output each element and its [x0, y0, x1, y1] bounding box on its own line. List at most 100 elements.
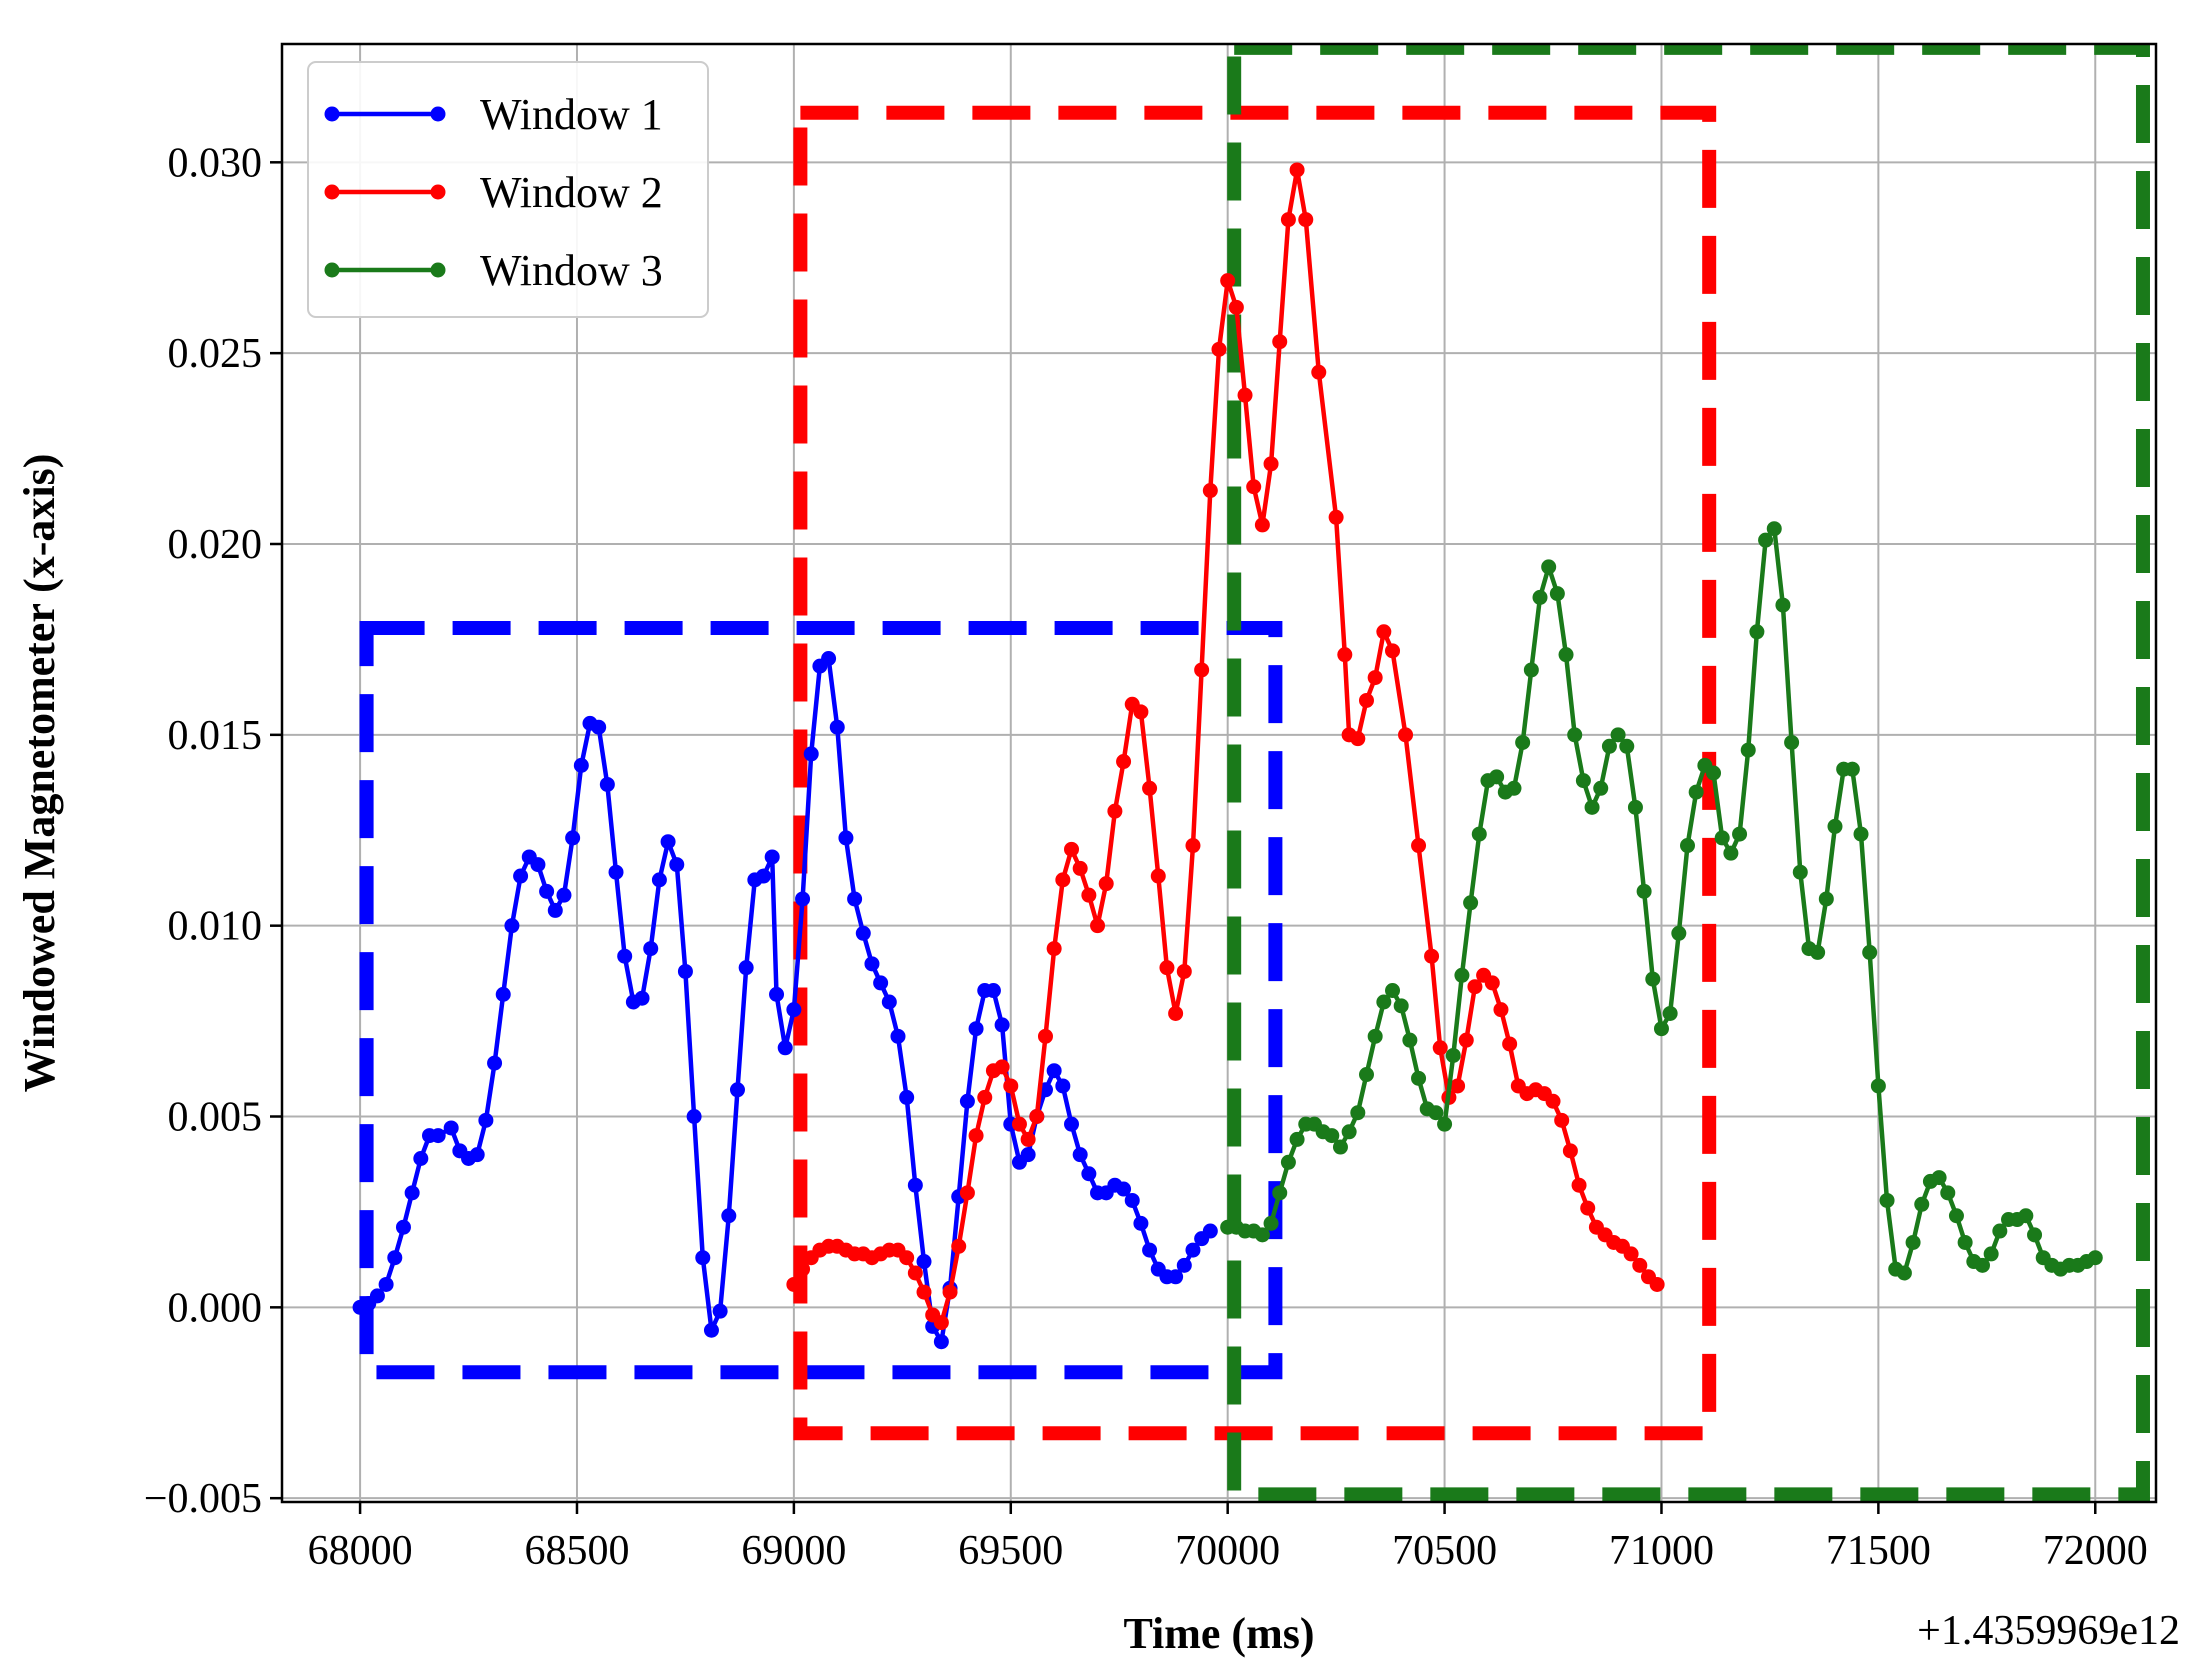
data-point: [1584, 799, 1600, 815]
data-point: [1029, 1109, 1045, 1125]
y-tick-label: 0.025: [168, 331, 263, 377]
data-point: [855, 925, 871, 941]
data-point: [608, 864, 624, 880]
data-point: [634, 990, 650, 1006]
data-point: [1107, 803, 1123, 819]
data-point: [1810, 944, 1826, 960]
data-point: [1601, 738, 1617, 754]
legend-swatch-marker: [324, 184, 340, 200]
data-point: [1280, 1154, 1296, 1170]
data-point: [495, 986, 511, 1002]
data-point: [1870, 1078, 1886, 1094]
data-point: [1081, 887, 1097, 903]
data-point: [1619, 738, 1635, 754]
data-point: [565, 830, 581, 846]
x-tick-label: 68500: [524, 1528, 629, 1574]
data-point: [1046, 1063, 1062, 1079]
data-point: [1341, 1124, 1357, 1140]
data-point: [1202, 483, 1218, 499]
data-point: [1549, 586, 1565, 602]
legend-label: Window 2: [480, 168, 663, 217]
data-point: [504, 918, 520, 934]
data-point: [1246, 479, 1262, 495]
data-point: [1931, 1170, 1947, 1186]
data-point: [1458, 1032, 1474, 1048]
data-point: [721, 1208, 737, 1224]
x-tick-label: 68000: [308, 1528, 413, 1574]
data-point: [1263, 1215, 1279, 1231]
data-point: [1003, 1078, 1019, 1094]
data-point: [1575, 773, 1591, 789]
data-point: [660, 834, 676, 850]
data-point: [1350, 1105, 1366, 1121]
data-point: [1358, 692, 1374, 708]
data-point: [1020, 1147, 1036, 1163]
data-point: [1011, 1116, 1027, 1132]
data-point: [968, 1128, 984, 1144]
data-point: [1311, 364, 1327, 380]
data-point: [1411, 838, 1427, 854]
x-tick-label: 71500: [1826, 1528, 1931, 1574]
grid-lines: [282, 44, 2156, 1502]
data-point: [1337, 647, 1353, 663]
legend-swatch-marker: [430, 262, 446, 278]
data-point: [899, 1089, 915, 1105]
data-point: [916, 1284, 932, 1300]
data-point: [1862, 944, 1878, 960]
x-tick-label: 69500: [958, 1528, 1063, 1574]
data-point: [1680, 838, 1695, 854]
data-point: [1567, 727, 1583, 743]
data-point: [1046, 941, 1062, 957]
data-point: [487, 1055, 503, 1071]
data-point: [847, 891, 863, 907]
data-point: [1905, 1234, 1921, 1250]
data-point: [703, 1322, 719, 1338]
data-point: [1792, 864, 1808, 880]
data-point: [556, 887, 572, 903]
data-point: [369, 1288, 385, 1304]
data-point: [864, 956, 880, 972]
data-point: [1185, 1242, 1201, 1258]
y-axis-ticks: −0.005 0.000 0.005 0.010 0.015 0.020 0.025 0.03…: [144, 140, 282, 1522]
data-point: [1992, 1223, 2008, 1239]
data-point: [1484, 975, 1500, 991]
data-point: [1090, 918, 1106, 934]
data-point: [1398, 727, 1414, 743]
data-point: [1515, 734, 1531, 750]
data-point: [803, 746, 819, 762]
data-point: [1176, 963, 1192, 979]
data-point: [1168, 1269, 1184, 1285]
data-point: [1471, 826, 1487, 842]
data-point: [1523, 662, 1539, 678]
data-point: [1493, 1002, 1509, 1018]
data-point: [1393, 998, 1409, 1014]
data-point: [1116, 1181, 1132, 1197]
data-point: [1324, 1128, 1340, 1144]
data-point: [916, 1254, 932, 1270]
data-point: [1064, 841, 1080, 857]
data-point: [677, 963, 693, 979]
data-point: [1376, 624, 1392, 640]
data-point: [1142, 1242, 1158, 1258]
data-point: [951, 1238, 967, 1254]
data-point: [1358, 1067, 1374, 1083]
data-point: [1766, 521, 1782, 537]
legend-frame: [307, 61, 709, 318]
window-box: [1227, 44, 2150, 1502]
data-point: [1554, 1112, 1570, 1128]
data-point: [1983, 1246, 1999, 1262]
legend: Window 1 Window 2 Window 3: [307, 61, 709, 318]
data-point: [2018, 1208, 2034, 1224]
data-point: [547, 902, 563, 918]
data-point: [1463, 895, 1479, 911]
data-point: [1159, 960, 1175, 976]
data-point: [1502, 1036, 1518, 1052]
legend-swatch-marker: [430, 106, 446, 122]
data-point: [1254, 517, 1270, 533]
data-point: [1627, 799, 1643, 815]
data-point: [1328, 509, 1344, 525]
data-point: [829, 719, 845, 735]
data-point: [1055, 872, 1071, 888]
